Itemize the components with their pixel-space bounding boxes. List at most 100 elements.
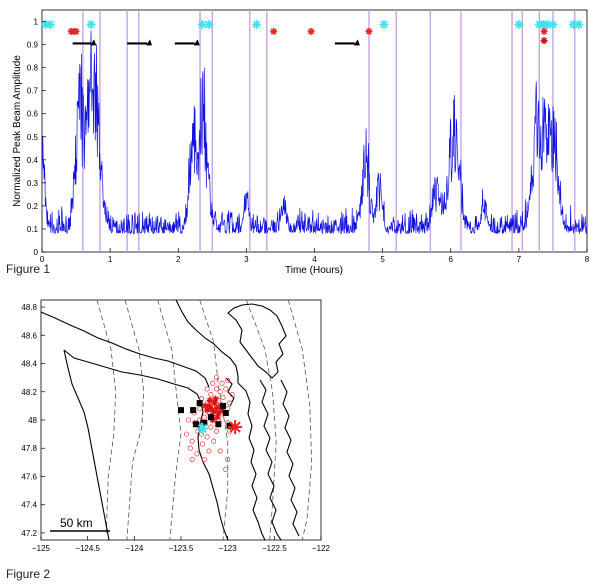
red-marker-stroke [308, 28, 315, 35]
tremor-dense-marker-stroke [214, 414, 221, 420]
tremor-circle [204, 400, 210, 406]
station-square [226, 422, 233, 429]
tremor-dense-marker-stroke [213, 405, 220, 412]
tremor-circle [208, 424, 214, 430]
epicenter-star-stroke [229, 421, 241, 433]
map-y-tick-label: 48.4 [21, 360, 37, 369]
coastline-vancouver-island [41, 311, 210, 388]
red-marker-stroke [541, 28, 548, 35]
cyan-marker [379, 20, 389, 30]
cyan-star [196, 422, 208, 434]
tremor-dense-marker-stroke [219, 407, 225, 413]
y-tick-label: 0 [34, 248, 39, 257]
y-axis-label: Normalized Peak Beam Amplitude [12, 55, 23, 207]
station-square [220, 402, 226, 409]
depth-contour-line [287, 300, 313, 540]
tremor-circle [225, 420, 231, 426]
tremor-dense-marker [213, 405, 220, 412]
red-marker-stroke [270, 28, 277, 35]
tremor-dense-marker [215, 409, 222, 417]
coastline-west [63, 349, 110, 540]
tremor-circle [223, 466, 229, 472]
tremor-circle [184, 431, 190, 437]
tremor-dense-marker-stroke [202, 403, 208, 409]
tremor-dense-marker-stroke [214, 414, 221, 420]
station-square [207, 414, 214, 421]
x-tick-label: 3 [244, 255, 249, 264]
map-x-tick-label: −123 [219, 544, 238, 553]
map-area [40, 299, 322, 541]
map-y-tick-label: 47.8 [21, 444, 37, 453]
tremor-circle [204, 386, 210, 392]
tremor-circle [189, 456, 195, 463]
tremor-dense [202, 395, 226, 424]
epicenter-star-stroke [229, 421, 241, 433]
red-marker [540, 27, 548, 35]
map-x-tick-label: −122.5 [262, 544, 287, 553]
tremor-dense-marker-stroke [212, 396, 219, 402]
figure-1-caption: Figure 1 [6, 262, 51, 276]
coastline-islands-a [227, 303, 287, 379]
x-tick-label: 1 [108, 255, 113, 264]
tremor-dense-marker-stroke [206, 403, 212, 409]
tremor-circle [199, 441, 206, 447]
arrow-head [353, 39, 360, 46]
tremor-dense-marker-stroke [207, 397, 213, 403]
y-tick-label: 1 [34, 18, 39, 27]
tremor-circle [225, 456, 231, 463]
tremor-circle [211, 403, 217, 409]
x-tick-label: 7 [517, 255, 522, 264]
tremor-dense-marker [206, 397, 214, 404]
x-tick-label: 8 [585, 255, 590, 264]
map-x-tick-label: −122 [312, 544, 331, 553]
depth-contour-line [157, 300, 182, 540]
tremor-dense-marker-stroke [211, 400, 218, 406]
tremor-dense-marker-stroke [212, 396, 219, 402]
cyan-marker-stroke [87, 20, 95, 29]
map-y-tick-label: 48.6 [21, 331, 37, 340]
tremor-dense-marker-stroke [204, 407, 210, 413]
tremor-circle [191, 410, 197, 416]
scale-bar-label: 50 km [60, 516, 93, 530]
tremor-circle [213, 375, 220, 381]
map-y-tick-label: 47.6 [21, 472, 37, 481]
tremor-circle [226, 428, 233, 434]
y-tick-label: 0.9 [27, 41, 39, 50]
cyan-marker-stroke [549, 20, 557, 29]
tremor-dense-marker [205, 402, 213, 410]
arrow-markers [72, 39, 360, 46]
map-y-tick-label: 48.2 [21, 388, 37, 397]
tremor-circle [220, 411, 226, 417]
station-square [190, 407, 197, 414]
tremor-dense-marker-stroke [202, 403, 208, 409]
cyan-marker-stroke [380, 20, 388, 29]
map-x-tick-label: −124.5 [75, 544, 100, 553]
depth-contour-line [199, 300, 229, 540]
tremor-circle [211, 438, 217, 444]
cyan-star-stroke [197, 423, 208, 434]
axis-ticks: 0 1 2 3 4 5 6 7 8 0 0.1 0.2 0.3 0.4 0.5 0.6 0.7 0.8 0.9 1 [27, 18, 590, 264]
tremor-circle [192, 420, 198, 426]
coastline-islands-b [259, 379, 282, 540]
tremor-dense-marker-stroke [215, 410, 222, 416]
map-y-tick-label: 47.2 [21, 529, 37, 538]
tremor-circle [189, 438, 195, 444]
arrow-head [146, 39, 152, 46]
tremor-dense-marker [208, 412, 215, 419]
station-square [192, 421, 199, 428]
tremor-dense-marker-stroke [210, 408, 217, 415]
depth-contour-line [124, 300, 145, 540]
tremor-circle [225, 406, 231, 412]
cyan-marker [548, 20, 558, 30]
coastline-puget-sound [237, 382, 266, 540]
red-marker-stroke [365, 28, 373, 35]
tremor-circle [198, 431, 205, 437]
tremor-circle [210, 380, 216, 386]
tremor-circle [185, 417, 192, 423]
red-marker [72, 27, 80, 35]
tremor-dense-marker [211, 399, 218, 407]
tremor-circle [213, 386, 220, 392]
tremor-circle [220, 394, 226, 400]
tremor-circle [197, 406, 203, 412]
depth-contours [96, 300, 313, 540]
